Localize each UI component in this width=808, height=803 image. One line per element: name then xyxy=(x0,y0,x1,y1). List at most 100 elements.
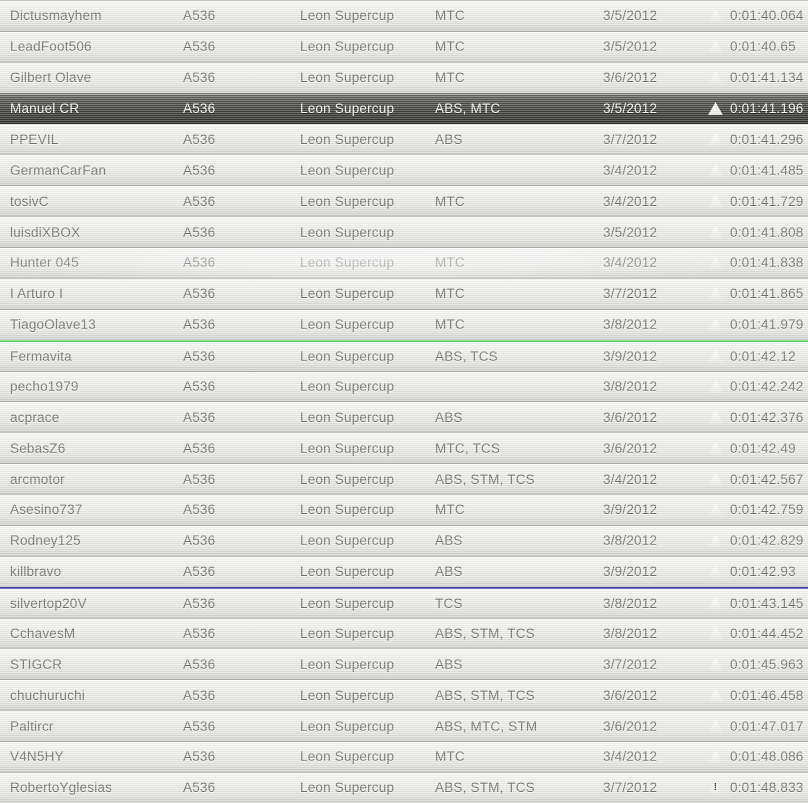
lap-time-text: 0:01:41.865 xyxy=(730,286,804,302)
cell-car-model: A536 xyxy=(183,595,216,611)
cell-gamertag: Dictusmayhem xyxy=(10,8,102,24)
warning-triangle-icon xyxy=(708,40,723,54)
lap-time-text: 0:01:42.567 xyxy=(730,471,804,487)
cell-date: 3/4/2012 xyxy=(603,471,658,487)
warning-triangle-icon xyxy=(708,503,723,517)
warning-triangle-icon: ! xyxy=(708,781,723,795)
table-row[interactable]: luisdiXBOX A536 Leon Supercup 3/5/2012 0… xyxy=(0,216,808,247)
cell-date: 3/7/2012 xyxy=(603,656,658,672)
cell-lap-time: 0:01:42.12 xyxy=(708,349,808,364)
cell-lap-time: 0:01:42.242 xyxy=(708,379,808,394)
table-row[interactable]: tosivC A536 Leon Supercup MTC 3/4/2012 0… xyxy=(0,185,808,217)
warning-triangle-icon xyxy=(708,596,723,610)
table-row[interactable]: Hunter 045 A536 Leon Supercup MTC 3/4/20… xyxy=(0,247,808,278)
cell-gamertag: V4N5HY xyxy=(10,749,64,765)
cell-car-model: A536 xyxy=(183,625,216,641)
table-row[interactable]: Fermavita A536 Leon Supercup ABS, TCS 3/… xyxy=(0,339,808,371)
cell-event: Leon Supercup xyxy=(300,595,395,611)
cell-gamertag: SebasZ6 xyxy=(10,440,66,456)
cell-date: 3/5/2012 xyxy=(603,39,658,55)
table-row[interactable]: silvertop20V A536 Leon Supercup TCS 3/8/… xyxy=(0,586,808,618)
table-row[interactable]: SebasZ6 A536 Leon Supercup MTC, TCS 3/6/… xyxy=(0,432,808,464)
cell-car-model: A536 xyxy=(183,70,216,86)
table-row[interactable]: GermanCarFan A536 Leon Supercup 3/4/2012… xyxy=(0,154,808,186)
warning-triangle-icon xyxy=(708,163,723,177)
table-row[interactable]: Rodney125 A536 Leon Supercup ABS 3/8/201… xyxy=(0,524,808,556)
table-row[interactable]: CchavesM A536 Leon Supercup ABS, STM, TC… xyxy=(0,617,808,649)
cell-gamertag: STIGCR xyxy=(10,656,63,672)
cell-date: 3/7/2012 xyxy=(603,780,658,796)
cell-event: Leon Supercup xyxy=(300,564,395,580)
cell-car-model: A536 xyxy=(183,317,216,333)
table-row[interactable]: Manuel CR A536 Leon Supercup ABS, MTC 3/… xyxy=(0,92,808,124)
table-row[interactable]: Dictusmayhem A536 Leon Supercup MTC 3/5/… xyxy=(0,0,808,31)
cell-date: 3/7/2012 xyxy=(603,286,658,302)
lap-time-text: 0:01:41.134 xyxy=(730,70,804,86)
cell-event: Leon Supercup xyxy=(300,749,395,765)
cell-lap-time: 0:01:42.376 xyxy=(708,410,808,425)
cell-date: 3/8/2012 xyxy=(603,625,658,641)
cell-event: Leon Supercup xyxy=(300,39,395,55)
table-row[interactable]: pecho1979 A536 Leon Supercup 3/8/2012 0:… xyxy=(0,370,808,402)
table-row[interactable]: acprace A536 Leon Supercup ABS 3/6/2012 … xyxy=(0,401,808,433)
warning-triangle-icon xyxy=(708,225,723,239)
cell-lap-time: 0:01:46.458 xyxy=(708,688,808,703)
table-row[interactable]: TiagoOlave13 A536 Leon Supercup MTC 3/8/… xyxy=(0,308,808,340)
table-row[interactable]: PPEVIL A536 Leon Supercup ABS 3/7/2012 0… xyxy=(0,123,808,155)
cell-gamertag: Asesino737 xyxy=(10,502,83,518)
lap-time-text: 0:01:44.452 xyxy=(730,625,804,641)
cell-event: Leon Supercup xyxy=(300,224,395,240)
cell-assists: MTC xyxy=(435,255,465,271)
cell-lap-time: 0:01:47.017 xyxy=(708,719,808,734)
table-row[interactable]: I Arturo I A536 Leon Supercup MTC 3/7/20… xyxy=(0,277,808,309)
cell-lap-time: 0:01:43.145 xyxy=(708,596,808,611)
cell-gamertag: pecho1979 xyxy=(10,378,79,394)
cell-date: 3/6/2012 xyxy=(603,70,658,86)
table-row[interactable]: Gilbert Olave A536 Leon Supercup MTC 3/6… xyxy=(0,61,808,93)
table-row[interactable]: chuchuruchi A536 Leon Supercup ABS, STM,… xyxy=(0,679,808,711)
cell-car-model: A536 xyxy=(183,502,216,518)
table-row[interactable]: Asesino737 A536 Leon Supercup MTC 3/9/20… xyxy=(0,494,808,525)
cell-lap-time: 0:01:42.759 xyxy=(708,502,808,517)
lap-time-text: 0:01:42.829 xyxy=(730,533,804,549)
cell-event: Leon Supercup xyxy=(300,502,395,518)
cell-date: 3/4/2012 xyxy=(603,255,658,271)
cell-event: Leon Supercup xyxy=(300,101,395,117)
cell-event: Leon Supercup xyxy=(300,409,395,425)
warning-triangle-icon xyxy=(708,349,723,363)
table-row[interactable]: LeadFoot506 A536 Leon Supercup MTC 3/5/2… xyxy=(0,30,808,62)
lap-time-text: 0:01:42.12 xyxy=(730,348,796,364)
cell-car-model: A536 xyxy=(183,286,216,302)
cell-assists: MTC xyxy=(435,70,465,86)
table-row[interactable]: RobertoYglesias A536 Leon Supercup ABS, … xyxy=(0,771,808,803)
cell-assists: ABS, MTC xyxy=(435,101,501,117)
cell-car-model: A536 xyxy=(183,224,216,240)
cell-car-model: A536 xyxy=(183,656,216,672)
cell-date: 3/6/2012 xyxy=(603,440,658,456)
cell-date: 3/5/2012 xyxy=(603,101,658,117)
cell-event: Leon Supercup xyxy=(300,718,395,734)
lap-time-text: 0:01:41.808 xyxy=(730,224,804,240)
table-row[interactable]: V4N5HY A536 Leon Supercup MTC 3/4/2012 0… xyxy=(0,741,808,772)
table-row[interactable]: Paltircr A536 Leon Supercup ABS, MTC, ST… xyxy=(0,710,808,741)
table-row[interactable]: arcmotor A536 Leon Supercup ABS, STM, TC… xyxy=(0,463,808,494)
cell-assists: MTC xyxy=(435,286,465,302)
table-row[interactable]: killbravo A536 Leon Supercup ABS 3/9/201… xyxy=(0,555,808,587)
cell-car-model: A536 xyxy=(183,687,216,703)
lap-time-text: 0:01:42.93 xyxy=(730,564,796,580)
cell-lap-time: 0:01:41.865 xyxy=(708,286,808,301)
lap-time-text: 0:01:42.759 xyxy=(730,502,804,518)
cell-lap-time: ! 0:01:48.833 xyxy=(708,780,808,795)
warning-triangle-icon xyxy=(708,472,723,486)
cell-assists: ABS, STM, TCS xyxy=(435,625,535,641)
cell-assists: ABS xyxy=(435,409,463,425)
table-row[interactable]: STIGCR A536 Leon Supercup ABS 3/7/2012 0… xyxy=(0,648,808,680)
cell-gamertag: LeadFoot506 xyxy=(10,39,92,55)
cell-event: Leon Supercup xyxy=(300,780,395,796)
cell-event: Leon Supercup xyxy=(300,193,395,209)
cell-assists: MTC xyxy=(435,193,465,209)
cell-lap-time: 0:01:48.086 xyxy=(708,749,808,764)
cell-car-model: A536 xyxy=(183,162,216,178)
cell-gamertag: acprace xyxy=(10,409,60,425)
